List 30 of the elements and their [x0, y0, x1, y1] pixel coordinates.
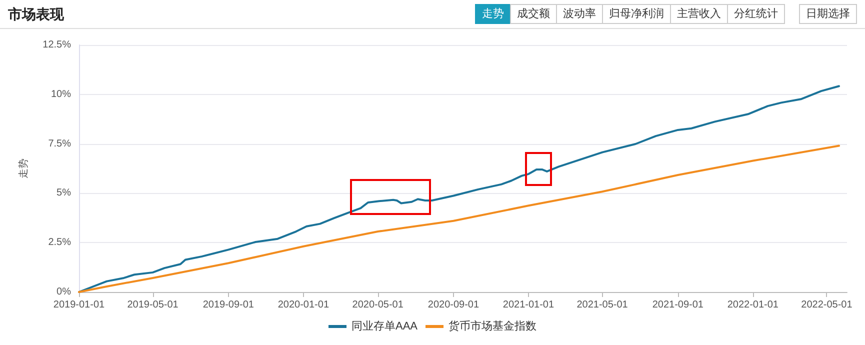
- legend-label: 货币市场基金指数: [448, 320, 537, 332]
- x-tick-label: 2019-05-01: [127, 300, 179, 310]
- x-tick-label: 2020-01-01: [278, 300, 330, 310]
- y-tick-label: 0%: [56, 286, 72, 298]
- x-tick-label: 2019-01-01: [53, 300, 106, 310]
- text: 走势: [475, 4, 511, 24]
- x-tick-label: 2021-01-01: [502, 300, 554, 310]
- y-tick-label: 2.5%: [48, 237, 72, 248]
- x-tick-label: 2019-09-01: [202, 300, 254, 310]
- x-tick-label: 2022-05-01: [801, 300, 853, 310]
- legend-label: 同业存单AAA: [351, 320, 418, 332]
- text: 主营收入: [670, 4, 728, 24]
- text: 分红统计: [727, 4, 785, 24]
- x-tick-label: 2021-09-01: [652, 300, 704, 310]
- text: 日期选择: [799, 4, 857, 24]
- chart-title: 市场表现: [8, 6, 64, 24]
- text: 归母净利润: [602, 4, 671, 24]
- line-series: [78, 85, 840, 293]
- y-axis-title: 走势: [18, 158, 30, 178]
- x-tick-label: 2022-01-01: [727, 300, 779, 310]
- x-tick-label: 2021-05-01: [576, 300, 628, 310]
- text: 成交额: [510, 4, 557, 24]
- y-tick-label: 5%: [56, 188, 72, 199]
- text: 波动率: [556, 4, 603, 24]
- y-tick-label: 12.5%: [42, 40, 72, 50]
- x-tick-label: 2020-09-01: [428, 300, 480, 310]
- y-tick-label: 7.5%: [48, 138, 72, 150]
- line-series: [78, 144, 840, 293]
- y-tick-label: 10%: [50, 88, 72, 100]
- x-tick-label: 2020-05-01: [352, 300, 404, 310]
